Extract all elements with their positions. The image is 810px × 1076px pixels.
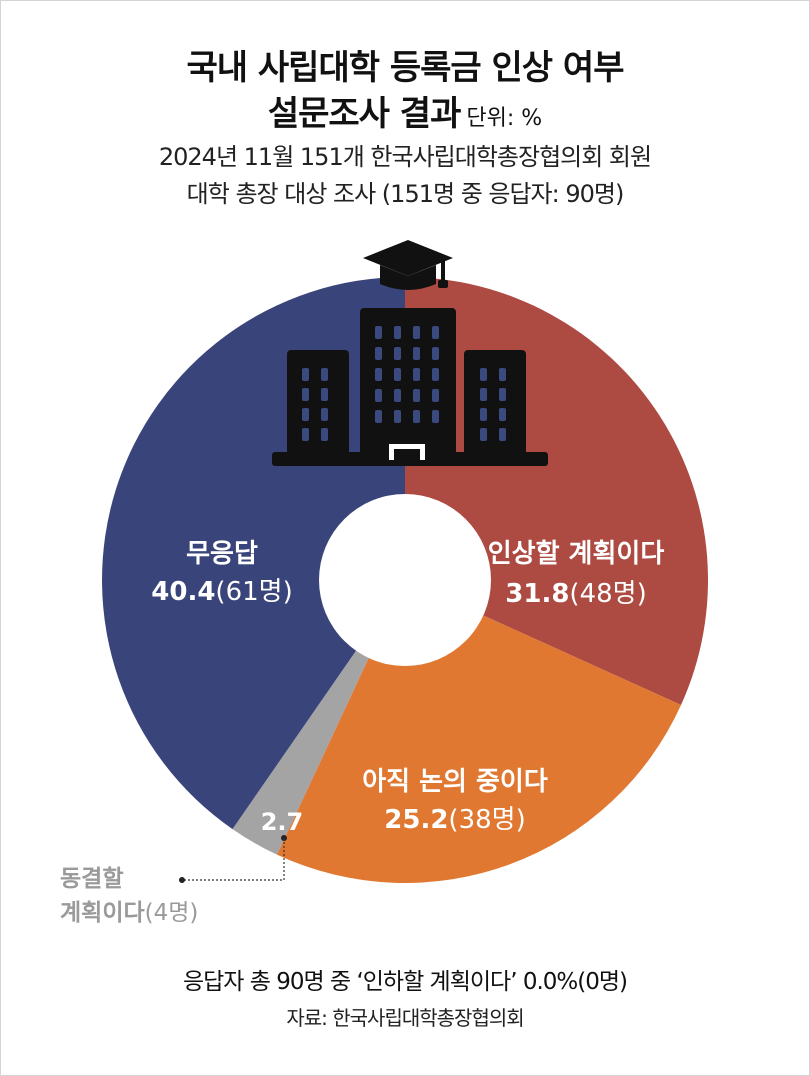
window (375, 368, 382, 381)
window (413, 368, 420, 381)
slice-label-discussing: 아직 논의 중이다 (362, 767, 548, 797)
window (480, 428, 487, 441)
slice-label-raise: 인상할 계획이다 (488, 539, 665, 569)
window (394, 368, 401, 381)
window (499, 428, 506, 441)
subtitle-line2: 대학 총장 대상 조사 (151명 중 응답자: 90명) (186, 180, 625, 208)
source-note: 자료: 한국사립대학총장협의회 (286, 1006, 524, 1030)
window (321, 408, 328, 421)
window (480, 408, 487, 421)
window (394, 389, 401, 402)
graduation-cap-icon (363, 240, 453, 276)
window (413, 389, 420, 402)
building-door-inner (394, 449, 420, 460)
label-raise: 인상할 계획이다 31.8(48명) (488, 539, 665, 609)
window (432, 368, 439, 381)
window (302, 388, 309, 401)
window (499, 388, 506, 401)
window (413, 347, 420, 360)
building-windows (302, 326, 506, 441)
window (375, 347, 382, 360)
window (432, 347, 439, 360)
unit-label: 단위: % (466, 106, 543, 131)
slice-value-discussing: 25.2(38명) (384, 805, 525, 835)
footnote: 응답자 총 90명 중 ‘인하할 계획이다’ 0.0%(0명) (182, 969, 628, 995)
window (302, 368, 309, 381)
window (302, 408, 309, 421)
window (499, 408, 506, 421)
chart-title-text: 설문조사 결과 (267, 94, 462, 134)
window (375, 410, 382, 423)
window (413, 410, 420, 423)
slice-value-freeze: 2.7 (261, 808, 304, 836)
label-no-answer: 무응답 40.4(61명) (151, 539, 292, 607)
chart-title-line1: 국내 사립대학 등록금 인상 여부 (186, 48, 625, 88)
slice-label-freeze-line2: 계획이다(4명) (60, 900, 199, 926)
subtitle-line1: 2024년 11월 151개 한국사립대학총장협의회 회원 (158, 143, 652, 171)
window (302, 428, 309, 441)
slice-value-raise: 31.8(48명) (505, 579, 646, 609)
slice-label-no-answer: 무응답 (186, 539, 258, 569)
slice-label-freeze-line1: 동결할 (60, 866, 124, 892)
window (432, 389, 439, 402)
window (432, 326, 439, 339)
window (375, 326, 382, 339)
window (321, 428, 328, 441)
window (480, 388, 487, 401)
chart-title-line2: 설문조사 결과 단위: % (0, 86, 810, 135)
label-discussing: 아직 논의 중이다 25.2(38명) (362, 767, 548, 835)
window (375, 389, 382, 402)
label-freeze: 동결할 계획이다(4명) (60, 862, 260, 930)
window (432, 410, 439, 423)
slice-value-no-answer: 40.4(61명) (151, 577, 292, 607)
window (394, 326, 401, 339)
window (321, 388, 328, 401)
donut-hole (319, 494, 491, 666)
university-building-icon (272, 240, 548, 466)
window (394, 410, 401, 423)
freeze-leader-line (179, 835, 287, 883)
window (321, 368, 328, 381)
window (394, 347, 401, 360)
window (413, 326, 420, 339)
window (480, 368, 487, 381)
window (499, 368, 506, 381)
